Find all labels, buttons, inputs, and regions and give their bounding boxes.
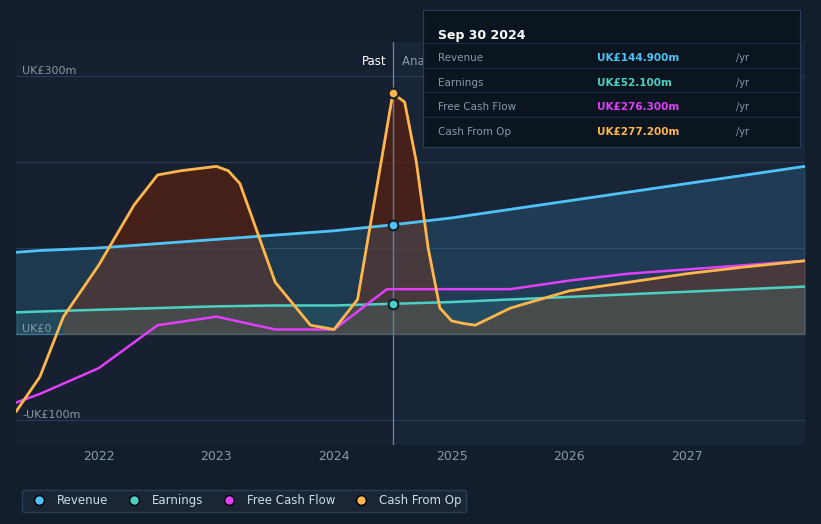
Legend: Revenue, Earnings, Free Cash Flow, Cash From Op: Revenue, Earnings, Free Cash Flow, Cash … xyxy=(22,490,466,512)
Text: /yr: /yr xyxy=(736,78,750,88)
Text: UK£300m: UK£300m xyxy=(22,66,76,77)
Text: /yr: /yr xyxy=(736,102,750,112)
Text: UK£144.900m: UK£144.900m xyxy=(597,53,679,63)
Text: Past: Past xyxy=(362,55,387,68)
Text: /yr: /yr xyxy=(736,53,750,63)
Text: Earnings: Earnings xyxy=(438,78,484,88)
Text: Free Cash Flow: Free Cash Flow xyxy=(438,102,516,112)
Text: Revenue: Revenue xyxy=(438,53,483,63)
Text: UK£0: UK£0 xyxy=(22,324,52,334)
Text: -UK£100m: -UK£100m xyxy=(22,410,80,420)
Text: UK£277.200m: UK£277.200m xyxy=(597,127,679,137)
Text: Analysts Forecasts: Analysts Forecasts xyxy=(402,55,512,68)
Text: /yr: /yr xyxy=(736,127,750,137)
Text: UK£52.100m: UK£52.100m xyxy=(597,78,672,88)
Text: Sep 30 2024: Sep 30 2024 xyxy=(438,28,525,41)
Bar xyxy=(393,42,805,445)
Text: Cash From Op: Cash From Op xyxy=(438,127,511,137)
Text: UK£276.300m: UK£276.300m xyxy=(597,102,679,112)
